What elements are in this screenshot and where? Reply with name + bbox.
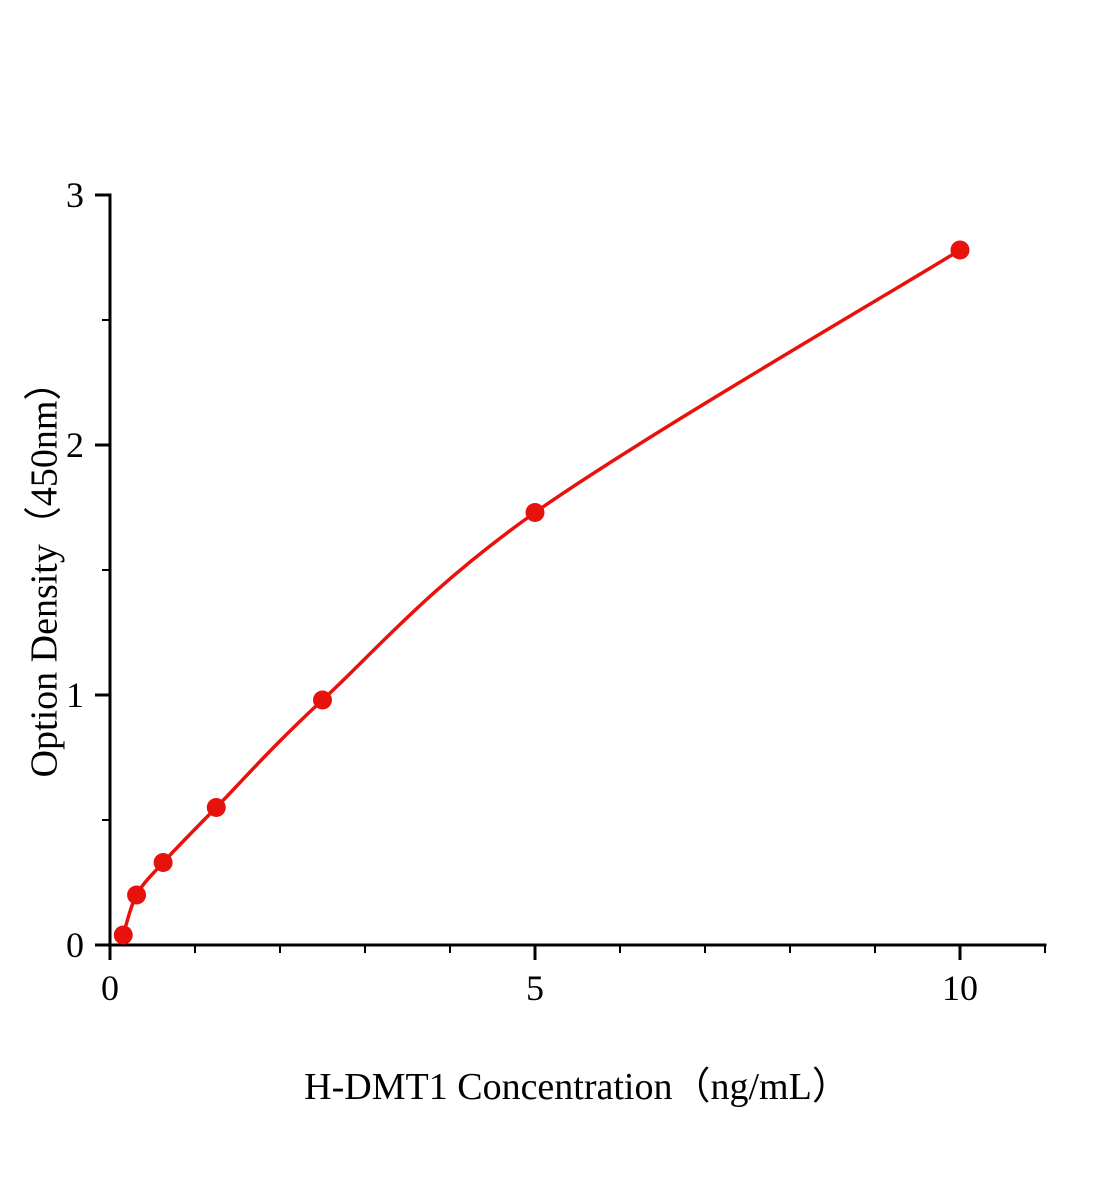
data-point <box>113 925 133 945</box>
data-point <box>525 503 545 522</box>
y-tick-label: 1 <box>66 675 84 715</box>
axis-lines <box>108 193 1047 947</box>
y-axis-label: Option Density（450nm） <box>23 362 66 778</box>
y-tick-label: 2 <box>66 425 84 465</box>
x-tick-label: 0 <box>101 968 119 1008</box>
data-point <box>950 240 970 260</box>
standard-curve <box>121 248 962 937</box>
data-point <box>313 690 332 710</box>
y-tick-label: 3 <box>66 175 84 215</box>
data-point <box>206 798 226 817</box>
y-tick-label: 0 <box>66 925 84 965</box>
data-point <box>153 853 173 872</box>
x-axis-label: H-DMT1 Concentration（ng/mL） <box>304 1066 850 1108</box>
data-point <box>127 885 147 905</box>
x-tick-label: 5 <box>526 968 544 1008</box>
x-tick-label: 10 <box>942 968 978 1008</box>
